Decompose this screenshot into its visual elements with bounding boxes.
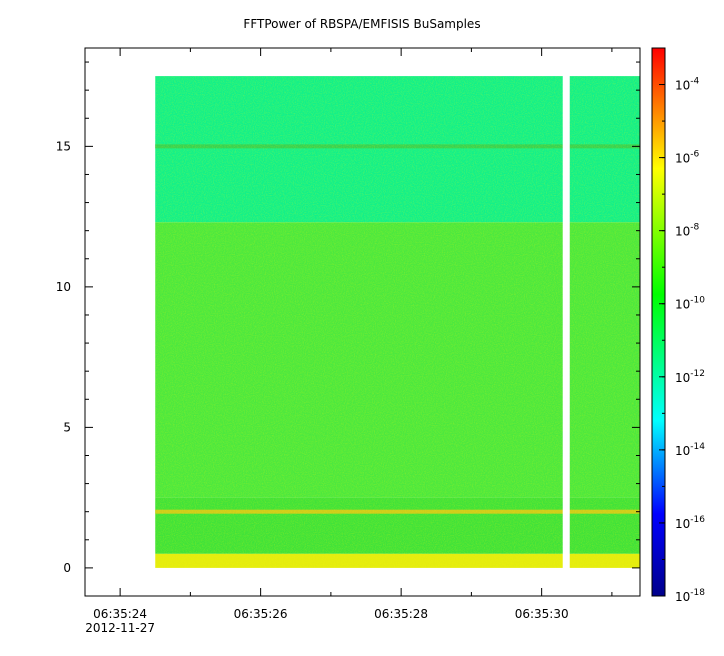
colorbar-tick-label: 10-4 — [675, 77, 700, 93]
data-gap — [562, 75, 570, 569]
colorbar-tick-label: 10-8 — [675, 223, 700, 239]
colorbar-tick-label: 10-10 — [675, 296, 705, 312]
colorbar-tick-label: 10-6 — [675, 150, 700, 166]
y-tick-label: 5 — [63, 420, 71, 434]
y-tick-label: 15 — [56, 139, 71, 153]
x-tick-label: 06:35:30 — [515, 607, 569, 621]
x-tick-label: 06:35:24 — [93, 607, 147, 621]
x-tick-label: 06:35:26 — [234, 607, 288, 621]
plot-frame — [84, 47, 641, 597]
spectrogram-texture — [155, 76, 640, 568]
y-tick-label: 10 — [56, 280, 71, 294]
x-date-label: 2012-11-27 — [85, 621, 155, 635]
colorbar-axis: 10-4 10-6 10-8 10-10 10-12 10-14 10-16 10-18 — [659, 47, 705, 604]
y-axis: 0 5 10 15 — [56, 61, 640, 597]
chart-title: FFTPower of RBSPA/EMFISIS BuSamples — [243, 17, 481, 31]
y-tick-label: 0 — [63, 561, 71, 575]
data-gap-strip — [562, 75, 570, 569]
colorbar-tick-label: 10-16 — [675, 515, 705, 531]
x-tick-label: 06:35:28 — [374, 607, 428, 621]
colorbar-tick-label: 10-12 — [675, 369, 705, 385]
colorbar — [651, 47, 666, 597]
colorbar-tick-label: 10-14 — [675, 442, 705, 458]
colorbar-tick-label: 10-18 — [675, 588, 705, 604]
